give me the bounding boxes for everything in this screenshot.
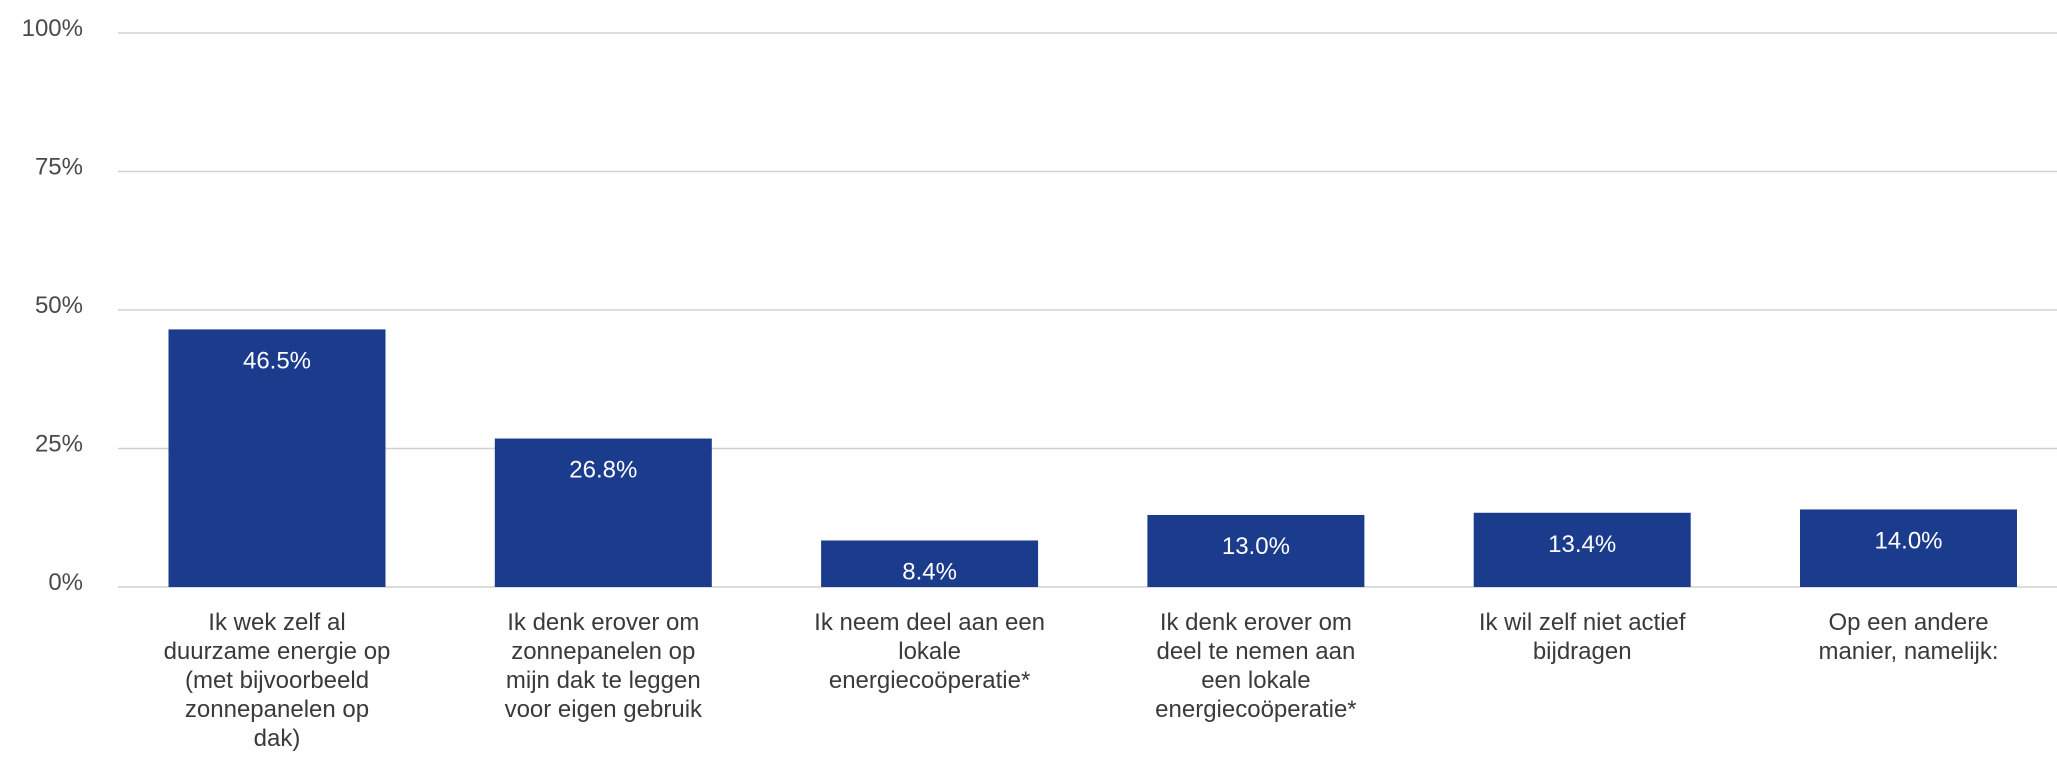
x-category-label: Ik denk erover om deel te nemen aan een lo… [1155,609,1356,723]
x-category-label-line: bijdragen [1533,638,1632,665]
y-tick-label: 100% [22,15,83,42]
y-tick-label: 50% [35,292,83,319]
x-category-label-line: Ik wil zelf niet actief [1479,609,1686,636]
y-tick-label: 0% [48,569,83,596]
x-category-label-line: Ik wek zelf al [208,609,345,636]
bar-value-label: 14.0% [1874,527,1942,554]
x-category-label-line: (met bijvoorbeeld [185,667,369,694]
x-category-label-line: manier, namelijk: [1818,638,1998,665]
x-category-label-line: energiecoöperatie* [1155,696,1356,723]
x-category-label: Ik denk erover om zonnepanelen op mijn dak… [505,609,703,723]
bar [1473,512,1691,587]
x-category-label-line: zonnepanelen op [185,696,369,723]
x-category-label-line: duurzame energie op [164,638,391,665]
x-category-label-line: voor eigen gebruik [505,696,703,723]
y-tick-label: 25% [35,431,83,458]
x-category-label-line: dak) [254,725,301,752]
x-category-label-line: Ik denk erover om [1160,609,1352,636]
x-category-label-line: deel te nemen aan [1156,638,1355,665]
bar-value-labels: 46.5% 26.8% 8.4% 13.0% 13.4% 14.0% [243,347,1943,585]
bar [494,438,712,587]
y-axis-ticks: 0% 25% 50% 75% 100% [22,15,83,596]
bar [168,329,386,587]
bar-value-label: 13.4% [1548,531,1616,558]
bar-value-label: 46.5% [243,347,311,374]
bar-value-label: 26.8% [569,457,637,484]
x-category-label-line: mijn dak te leggen [506,667,701,694]
x-category-label-line: zonnepanelen op [511,638,695,665]
bar [1147,514,1365,587]
bars [168,329,2017,587]
bar [1800,509,2017,587]
y-tick-label: 75% [35,154,83,181]
x-category-label: Ik wek zelf al duurzame energie op (met bi… [164,609,391,752]
x-category-label-line: energiecoöperatie* [829,667,1030,694]
x-category-label-line: Op een andere [1828,609,1988,636]
x-category-label-line: Ik denk erover om [507,609,699,636]
bar-value-label: 13.0% [1222,533,1290,560]
bar [821,540,1039,587]
x-axis-categories: Ik wek zelf al duurzame energie op (met bi… [164,609,1999,752]
gridlines [118,32,2057,588]
x-category-label: Ik neem deel aan een lokale energiecoöpera… [814,609,1045,694]
x-category-label-line: Ik neem deel aan een [814,609,1045,636]
x-category-label: Op een andere manier, namelijk: [1818,609,1998,665]
x-category-label: Ik wil zelf niet actief bijdragen [1479,609,1686,665]
x-category-label-line: lokale [898,638,961,665]
x-category-label-line: een lokale [1201,667,1310,694]
bar-value-label: 8.4% [902,558,957,585]
